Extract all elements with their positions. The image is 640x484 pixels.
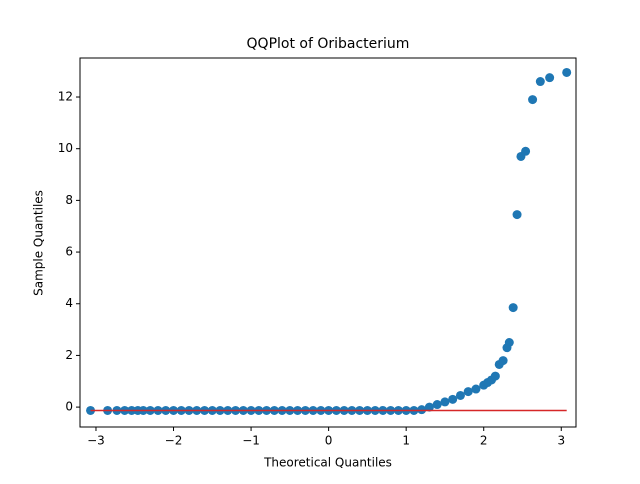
y-tick-label: 2 — [65, 348, 73, 362]
point — [562, 67, 572, 77]
chart-title: QQPlot of Oribacterium — [247, 36, 410, 52]
point — [471, 384, 481, 394]
x-tick-label: 1 — [402, 434, 410, 448]
point — [508, 303, 518, 313]
point — [504, 338, 514, 348]
point — [521, 146, 531, 156]
point — [498, 356, 508, 366]
point — [545, 73, 555, 83]
y-axis-label: Sample Quantiles — [32, 190, 46, 296]
y-tick-label: 4 — [65, 296, 73, 310]
point — [424, 402, 434, 412]
point — [440, 397, 450, 407]
point — [455, 390, 465, 400]
x-axis-label: Theoretical Quantiles — [263, 456, 392, 470]
point — [448, 394, 458, 404]
point — [490, 371, 500, 381]
x-tick-label: −3 — [87, 434, 105, 448]
y-tick-label: 6 — [65, 245, 73, 259]
point — [528, 95, 538, 105]
point — [463, 387, 473, 397]
y-tick-label: 0 — [65, 400, 73, 414]
point — [512, 210, 522, 220]
point — [417, 405, 427, 415]
y-tick-label: 12 — [58, 90, 73, 104]
x-tick-label: 2 — [480, 434, 488, 448]
y-tick-label: 8 — [65, 193, 73, 207]
x-tick-label: −1 — [242, 434, 260, 448]
point — [535, 77, 545, 87]
x-tick-label: −2 — [165, 434, 183, 448]
point — [432, 400, 442, 410]
x-tick-label: 0 — [325, 434, 333, 448]
y-tick-label: 10 — [58, 141, 73, 155]
plot-frame — [79, 57, 577, 428]
x-tick-label: 3 — [557, 434, 565, 448]
